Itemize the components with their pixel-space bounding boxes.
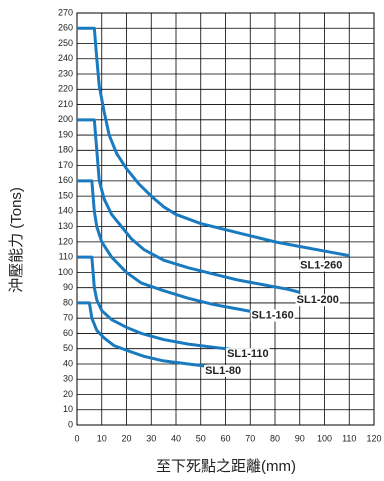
y-tick-label: 240: [58, 53, 73, 63]
series-label-bg: [204, 364, 243, 377]
x-tick-label: 30: [146, 433, 156, 443]
y-tick-label: 40: [63, 358, 73, 368]
series-line: [77, 179, 263, 316]
y-tick-label: 100: [58, 267, 73, 277]
y-tick-label: 150: [58, 190, 73, 200]
series-line: [77, 301, 214, 369]
y-tick-label: 220: [58, 84, 73, 94]
y-tick-label: 210: [58, 99, 73, 109]
y-tick-label: 180: [58, 145, 73, 155]
x-tick-label: 50: [196, 433, 206, 443]
y-axis-title: 沖壓能力 (Tons): [8, 187, 25, 293]
y-tick-label: 50: [63, 343, 73, 353]
series-line: [77, 255, 239, 352]
series-label: SL1-160: [252, 310, 294, 322]
y-tick-label: 80: [63, 297, 73, 307]
x-tick-label: 60: [220, 433, 230, 443]
x-tick-label: 80: [270, 433, 280, 443]
y-tick-label: 110: [59, 252, 73, 262]
x-tick-label: 40: [171, 433, 181, 443]
x-tick-label: 100: [317, 433, 332, 443]
y-tick-label: 270: [58, 7, 73, 17]
series-label: SL1-110: [227, 348, 269, 360]
x-tick-label: 120: [366, 433, 381, 443]
series-line: [77, 26, 350, 258]
x-tick-label: 10: [97, 433, 107, 443]
x-tick-label: 90: [295, 433, 305, 443]
x-axis-title: 至下死點之距離(mm): [156, 457, 296, 475]
y-tick-label: 20: [63, 389, 73, 399]
y-tick-label: 260: [58, 23, 73, 33]
y-tick-label: 170: [58, 160, 73, 170]
y-tick-label: 130: [58, 221, 73, 231]
series-label-bg: [226, 348, 270, 361]
y-tick-label: 10: [63, 404, 73, 414]
y-tick-label: 120: [58, 236, 73, 246]
y-tick-label: 200: [58, 114, 73, 124]
y-tick-label: 160: [58, 175, 73, 185]
series-label-bg: [250, 309, 295, 322]
series-label: SL1-200: [297, 294, 339, 306]
x-tick-label: 0: [74, 433, 79, 443]
y-tick-label: 140: [58, 206, 73, 216]
series-label: SL1-80: [205, 365, 241, 377]
x-tick-label: 70: [245, 433, 255, 443]
y-tick-label: 190: [58, 129, 73, 139]
y-tick-label: 60: [63, 328, 73, 338]
y-tick-label: 250: [58, 38, 73, 48]
y-tick-label: 90: [63, 282, 73, 292]
y-tick-label: 30: [63, 374, 73, 384]
y-tick-label: 230: [58, 68, 73, 78]
series-label-bg: [299, 259, 344, 272]
series-line: [77, 118, 301, 294]
series-label: SL1-260: [300, 260, 342, 272]
series-label-bg: [295, 294, 340, 307]
x-tick-label: 110: [342, 433, 356, 443]
y-tick-label: 70: [63, 313, 73, 323]
y-tick-label: 0: [68, 419, 73, 429]
x-tick-label: 20: [121, 433, 131, 443]
